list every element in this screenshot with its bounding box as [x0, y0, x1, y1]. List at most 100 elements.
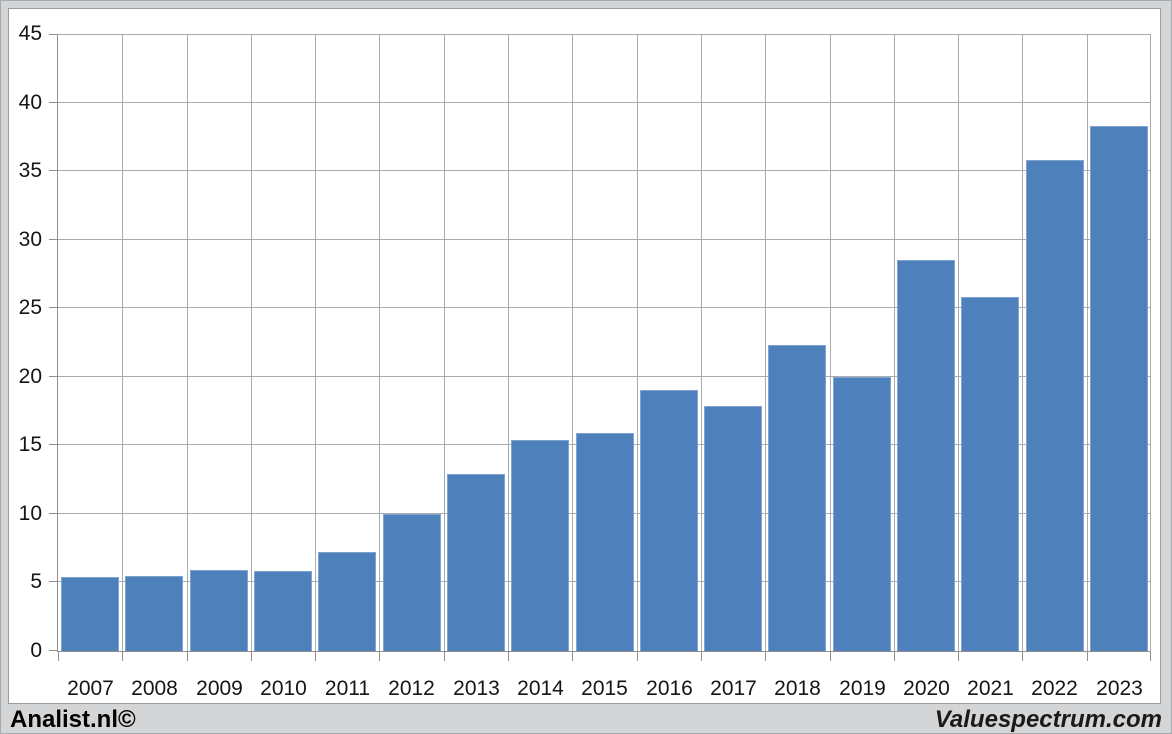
x-axis-tick-label: 2023: [1096, 677, 1143, 700]
x-axis-tick-label: 2010: [260, 677, 307, 700]
v-gridline: [958, 34, 959, 651]
x-axis-tick: [572, 652, 573, 661]
y-axis-tick: [49, 239, 58, 240]
y-axis-tick-label: 20: [18, 365, 42, 388]
x-axis-tick-label: 2007: [67, 677, 114, 700]
v-gridline: [894, 34, 895, 651]
x-axis-tick: [1087, 652, 1088, 661]
bar-2017: [704, 406, 762, 651]
y-axis-tick-label: 30: [18, 228, 42, 251]
v-gridline: [187, 34, 188, 651]
v-gridline: [444, 34, 445, 651]
y-axis-tick-label: 0: [30, 639, 42, 662]
x-axis-tick-label: 2008: [131, 677, 178, 700]
footer-brand-analist: Analist.nl©: [10, 705, 136, 733]
y-axis-tick: [49, 444, 58, 445]
bar-2009: [190, 570, 248, 651]
y-axis-tick: [49, 376, 58, 377]
x-axis-tick-label: 2020: [903, 677, 950, 700]
x-axis-tick: [444, 652, 445, 661]
x-axis-tick: [379, 652, 380, 661]
x-axis-tick: [187, 652, 188, 661]
y-axis-tick: [49, 170, 58, 171]
x-axis-tick-label: 2011: [324, 677, 371, 700]
x-axis-tick: [830, 652, 831, 661]
v-gridline: [251, 34, 252, 651]
bar-2020: [897, 260, 955, 651]
y-axis-tick-label: 35: [18, 159, 42, 182]
bar-2022: [1026, 160, 1084, 651]
y-axis-tick: [49, 513, 58, 514]
x-axis-tick: [122, 652, 123, 661]
x-axis-tick-label: 2015: [581, 677, 628, 700]
h-gridline: [58, 34, 1151, 35]
y-axis-tick-label: 10: [18, 502, 42, 525]
h-gridline: [58, 170, 1151, 171]
v-gridline: [1150, 34, 1151, 651]
x-axis-tick-label: 2022: [1031, 677, 1078, 700]
x-axis-tick: [508, 652, 509, 661]
v-gridline: [830, 34, 831, 651]
bar-2015: [576, 433, 634, 651]
bar-2007: [61, 577, 119, 651]
x-axis-tick-label: 2016: [646, 677, 693, 700]
x-axis-tick: [637, 652, 638, 661]
h-gridline: [58, 307, 1151, 308]
y-axis-tick-label: 40: [18, 91, 42, 114]
h-gridline: [58, 102, 1151, 103]
v-gridline: [315, 34, 316, 651]
y-axis-tick: [49, 34, 58, 35]
bar-2019: [833, 377, 891, 651]
x-axis-tick-label: 2021: [967, 677, 1014, 700]
x-axis-tick-label: 2019: [839, 677, 886, 700]
x-axis-tick: [958, 652, 959, 661]
bar-2021: [961, 297, 1019, 651]
bar-2023: [1090, 126, 1148, 651]
v-gridline: [1087, 34, 1088, 651]
bar-2011: [318, 552, 376, 651]
bar-2018: [768, 345, 826, 651]
x-axis-tick-label: 2012: [388, 677, 435, 700]
x-axis-tick: [894, 652, 895, 661]
y-axis-tick-label: 15: [18, 433, 42, 456]
bar-2014: [511, 440, 569, 651]
v-gridline: [637, 34, 638, 651]
v-gridline: [122, 34, 123, 651]
x-axis-tick-label: 2014: [517, 677, 564, 700]
y-axis-tick: [49, 581, 58, 582]
y-axis-tick-label: 45: [18, 22, 42, 45]
bar-2012: [383, 514, 441, 651]
h-gridline: [58, 239, 1151, 240]
x-axis-tick: [251, 652, 252, 661]
x-axis-tick: [765, 652, 766, 661]
x-axis-tick-label: 2018: [774, 677, 821, 700]
x-axis-tick: [701, 652, 702, 661]
v-gridline: [1022, 34, 1023, 651]
y-axis-tick-label: 25: [18, 296, 42, 319]
x-axis-tick-label: 2017: [710, 677, 757, 700]
x-axis-tick: [315, 652, 316, 661]
v-gridline: [379, 34, 380, 651]
bar-2008: [125, 576, 183, 651]
footer: Analist.nl© Valuespectrum.com: [1, 704, 1171, 733]
y-axis-tick-label: 5: [30, 570, 42, 593]
x-axis-tick-label: 2009: [196, 677, 243, 700]
v-gridline: [701, 34, 702, 651]
x-axis-tick: [1150, 652, 1151, 661]
footer-brand-valuespectrum: Valuespectrum.com: [934, 705, 1162, 733]
bar-2016: [640, 390, 698, 651]
x-axis-tick: [58, 652, 59, 661]
plot-area: 0 5 10 15 20 25 30 35 40 45 2007 2008 2009 2010 2011 20…: [19, 22, 1151, 700]
y-axis-tick: [49, 307, 58, 308]
chart-panel: 0 5 10 15 20 25 30 35 40 45 2007 2008 2009 2010 2011 20…: [8, 8, 1161, 704]
bar-2010: [254, 571, 312, 651]
x-axis-tick-label: 2013: [453, 677, 500, 700]
h-gridline: [58, 376, 1151, 377]
v-gridline: [508, 34, 509, 651]
v-gridline: [572, 34, 573, 651]
bar-2013: [447, 474, 505, 651]
y-axis-tick: [49, 102, 58, 103]
x-axis-tick: [1022, 652, 1023, 661]
v-gridline: [765, 34, 766, 651]
